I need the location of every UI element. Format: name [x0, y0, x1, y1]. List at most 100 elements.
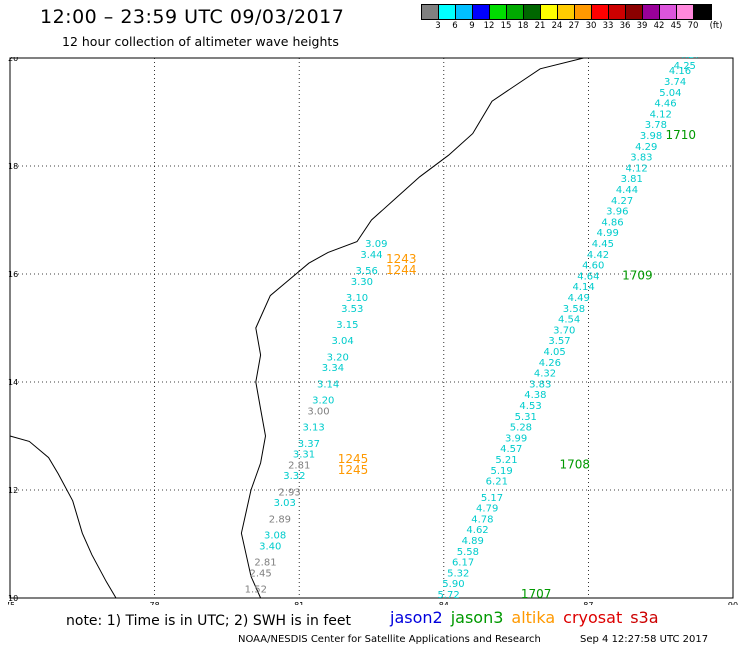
colorbar-swatch	[677, 5, 694, 19]
colorbar-swatch	[422, 5, 439, 19]
wave-height-label: 5.72	[437, 590, 459, 601]
wave-height-label: 4.26	[539, 358, 561, 369]
colorbar	[421, 4, 712, 20]
colorbar-swatch	[694, 5, 711, 19]
track-time-label: 1244	[386, 263, 417, 277]
wave-height-label: 3.40	[259, 541, 281, 552]
wave-height-label: 4.27	[611, 196, 633, 207]
wave-height-label: 4.64	[577, 271, 599, 282]
colorbar-labels: 3 6 9 12 15 18 21 24 27 30 33 36 39 42 45 70 (ft)	[421, 21, 740, 33]
colorbar-swatch	[575, 5, 592, 19]
colorbar-swatch	[456, 5, 473, 19]
y-tick-label: 14	[8, 378, 18, 387]
satellite-legend-item: s3a	[630, 608, 659, 627]
track-time-label: 1710	[666, 128, 697, 142]
wave-height-label: 5.31	[515, 412, 537, 423]
wave-height-label: 5.17	[481, 493, 503, 504]
wave-height-label: 4.05	[544, 347, 566, 358]
chart-subtitle: 12 hour collection of altimeter wave hei…	[62, 34, 339, 49]
colorbar-label: 6	[452, 21, 458, 31]
wave-height-label: 3.14	[317, 379, 339, 390]
colorbar-swatch	[541, 5, 558, 19]
wave-height-label: 3.32	[283, 471, 305, 482]
wave-height-label: 3.57	[548, 336, 570, 347]
wave-height-label: 3.31	[293, 450, 315, 461]
colorbar-label: 24	[551, 21, 563, 31]
x-tick-label: 81	[294, 601, 304, 605]
colorbar-swatch	[592, 5, 609, 19]
colorbar-swatch	[643, 5, 660, 19]
east-coastline	[240, 57, 584, 599]
wave-height-label: 5.32	[447, 568, 469, 579]
colorbar-swatch	[660, 5, 677, 19]
wave-height-label: 3.70	[553, 325, 575, 336]
y-tick-label: 20	[8, 57, 18, 63]
wave-height-label: 3.13	[303, 423, 325, 434]
wave-height-label: 4.27	[678, 57, 700, 61]
wave-height-label: 2.81	[254, 558, 276, 569]
colorbar-swatch	[609, 5, 626, 19]
wave-height-label: 4.86	[601, 217, 623, 228]
colorbar-swatch	[439, 5, 456, 19]
wave-height-label: 3.58	[563, 304, 585, 315]
wave-height-label: 3.03	[274, 498, 296, 509]
wave-height-label: 3.81	[621, 174, 643, 185]
wave-height-label: 3.09	[365, 239, 387, 250]
wave-height-map: 75 78 81 84 87 90 10 12 14 16 18 20 5.725.905.326.17…	[8, 57, 738, 605]
x-tick-label: 75	[8, 601, 15, 605]
wave-height-label: 4.32	[534, 369, 556, 380]
wave-height-label: 3.08	[264, 531, 286, 542]
colorbar-label: 21	[534, 21, 546, 31]
wave-height-label: 5.90	[442, 579, 464, 590]
wave-height-label: 5.58	[457, 547, 479, 558]
wave-height-label: 3.98	[640, 131, 662, 142]
wave-height-label: 4.62	[466, 525, 488, 536]
wave-height-label: 5.19	[491, 466, 513, 477]
wave-height-label: 3.56	[356, 266, 378, 277]
wave-height-label: 4.99	[597, 228, 619, 239]
wave-height-label: 3.10	[346, 293, 368, 304]
colorbar-label: 12	[483, 21, 495, 31]
wave-height-label: 3.15	[336, 320, 358, 331]
wave-height-label: 3.20	[312, 396, 334, 407]
colorbar-label: 39	[636, 21, 648, 31]
colorbar-label: 42	[653, 21, 665, 31]
track-time-label: 1709	[622, 268, 653, 282]
colorbar-swatch	[524, 5, 541, 19]
west-coastline	[9, 435, 117, 599]
wave-height-label: 4.79	[476, 504, 498, 515]
wave-height-label: 3.34	[322, 363, 344, 374]
wave-height-label: 4.89	[462, 536, 484, 547]
colorbar-swatch	[507, 5, 524, 19]
track-time-label: 1245	[338, 463, 369, 477]
colorbar-label: 45	[670, 21, 682, 31]
track-time-label: 1708	[559, 457, 590, 471]
colorbar-label: 3	[435, 21, 441, 31]
wave-height-label: 4.45	[592, 239, 614, 250]
wave-height-label: 1.52	[245, 585, 267, 596]
wave-height-label: 3.99	[505, 433, 527, 444]
colorbar-swatch	[473, 5, 490, 19]
colorbar-label: 36	[619, 21, 631, 31]
satellite-legend-item: cryosat	[563, 608, 623, 627]
wave-height-label: 3.37	[298, 439, 320, 450]
colorbar-swatch	[490, 5, 507, 19]
colorbar-swatch	[558, 5, 575, 19]
generated-timestamp: Sep 4 12:27:58 UTC 2017	[580, 634, 709, 645]
colorbar-swatch	[626, 5, 643, 19]
wave-height-label: 3.83	[630, 153, 652, 164]
wave-height-label: 2.89	[269, 514, 291, 525]
x-tick-label: 78	[150, 601, 160, 605]
colorbar-label: 27	[568, 21, 580, 31]
wave-height-label: 4.12	[625, 163, 647, 174]
wave-height-label: 3.78	[645, 120, 667, 131]
wave-height-label: 2.93	[278, 487, 300, 498]
wave-height-label: 5.21	[495, 455, 517, 466]
wave-height-label: 4.78	[471, 514, 493, 525]
satellite-legend-item: jason2	[390, 608, 443, 627]
wave-height-label: 6.21	[486, 477, 508, 488]
wave-height-label: 3.53	[341, 304, 363, 315]
colorbar-unit: (ft)	[709, 21, 723, 31]
wave-height-label: 3.20	[327, 352, 349, 363]
colorbar-label: 33	[602, 21, 614, 31]
